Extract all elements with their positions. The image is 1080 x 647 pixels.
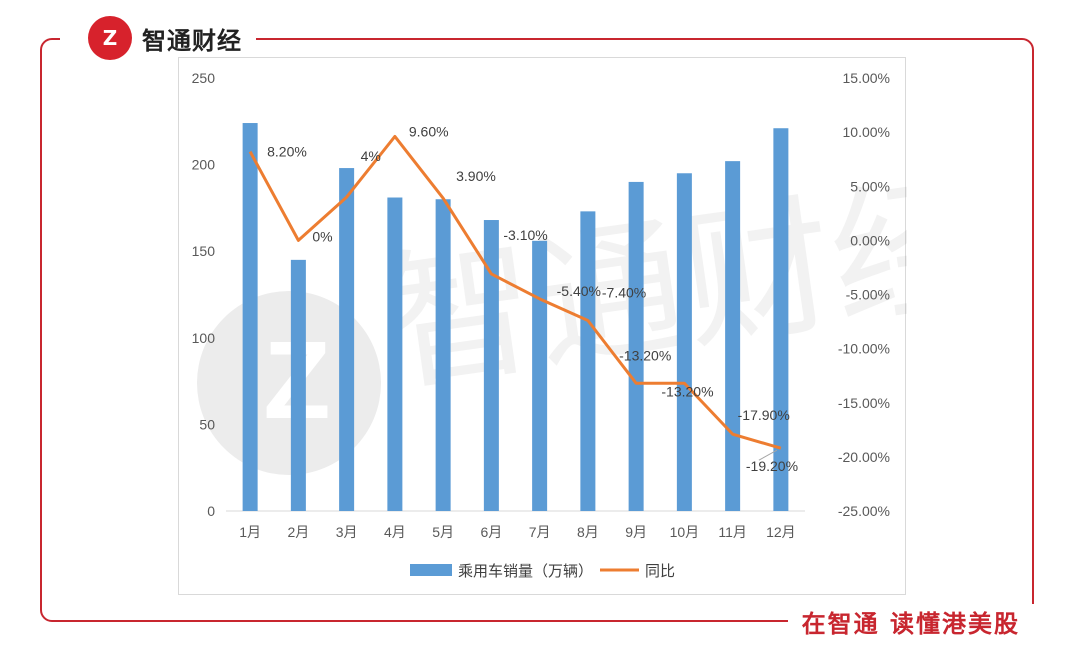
sales-bar [242,123,258,512]
legend-line-label: 同比 [645,563,675,580]
x-axis-category-label: 8月 [577,524,599,540]
left-axis-tick-label: 150 [192,243,216,259]
yoy-data-label: 8.20% [267,144,307,160]
sales-bar [290,259,306,511]
right-axis-tick-label: -15.00% [838,395,890,411]
right-axis-tick-label: -10.00% [838,341,890,357]
yoy-data-label: 4% [361,148,381,164]
sales-bar [339,168,355,511]
yoy-data-label: -13.20% [661,383,713,399]
sales-bar [532,240,548,512]
x-axis-category-label: 11月 [718,524,747,540]
left-axis-tick-label: 100 [192,330,216,346]
sales-bar [773,128,789,511]
right-axis-tick-label: 15.00% [843,70,890,86]
sales-bar [676,173,692,511]
x-axis-category-label: 4月 [384,524,406,540]
combo-chart: Z智通财经050100150200250-25.00%-20.00%-15.00… [192,70,993,580]
yoy-data-label: 0% [312,228,332,244]
x-axis-category-label: 7月 [529,524,551,540]
x-axis-category-label: 10月 [670,524,700,540]
right-axis-tick-label: -20.00% [838,449,890,465]
legend-bar-swatch [410,564,452,576]
yoy-data-label: 3.90% [456,168,496,184]
left-axis-tick-label: 50 [199,416,215,432]
sales-bar [483,220,499,512]
sales-bar [725,161,741,512]
right-axis-tick-label: -5.00% [846,287,890,303]
left-axis-tick-label: 250 [192,70,216,86]
right-axis-tick-label: -25.00% [838,503,890,519]
red-frame [40,38,1034,622]
x-axis-category-label: 5月 [432,524,454,540]
data-label-leader-line [758,449,778,461]
x-axis-category-label: 9月 [625,524,647,540]
yoy-data-label: -7.40% [602,284,646,300]
x-axis-category-label: 12月 [766,524,796,540]
left-axis-tick-label: 0 [207,503,215,519]
sales-bar [387,197,403,511]
sales-bar [580,211,596,511]
sales-bar [628,181,644,512]
yoy-data-label: -5.40% [557,283,601,299]
x-axis-category-label: 3月 [336,524,358,540]
brand-logo-icon: Z [88,16,132,60]
right-axis-tick-label: 0.00% [850,232,890,248]
brand-name: 智通财经 [142,26,242,55]
right-axis-tick-label: 5.00% [850,178,890,194]
chart-area: Z智通财经050100150200250-25.00%-20.00%-15.00… [178,57,993,595]
x-axis-category-label: 6月 [480,524,502,540]
yoy-data-label: -3.10% [503,227,547,243]
yoy-data-label: -13.20% [619,347,671,363]
brand-header: Z 智通财经 [60,14,256,62]
x-axis-category-label: 2月 [287,524,309,540]
sales-bar [435,199,451,512]
right-axis-tick-label: 10.00% [843,124,890,140]
slogan: 在智通 读懂港美股 [787,604,1034,639]
legend-bar-label: 乘用车销量（万辆） [458,563,593,580]
left-axis-tick-label: 200 [192,157,216,173]
x-axis-category-label: 1月 [239,524,261,540]
yoy-data-label: -17.90% [738,407,790,423]
yoy-line [248,134,782,450]
yoy-data-label: 9.60% [409,123,449,139]
yoy-data-label: -19.20% [746,458,798,474]
